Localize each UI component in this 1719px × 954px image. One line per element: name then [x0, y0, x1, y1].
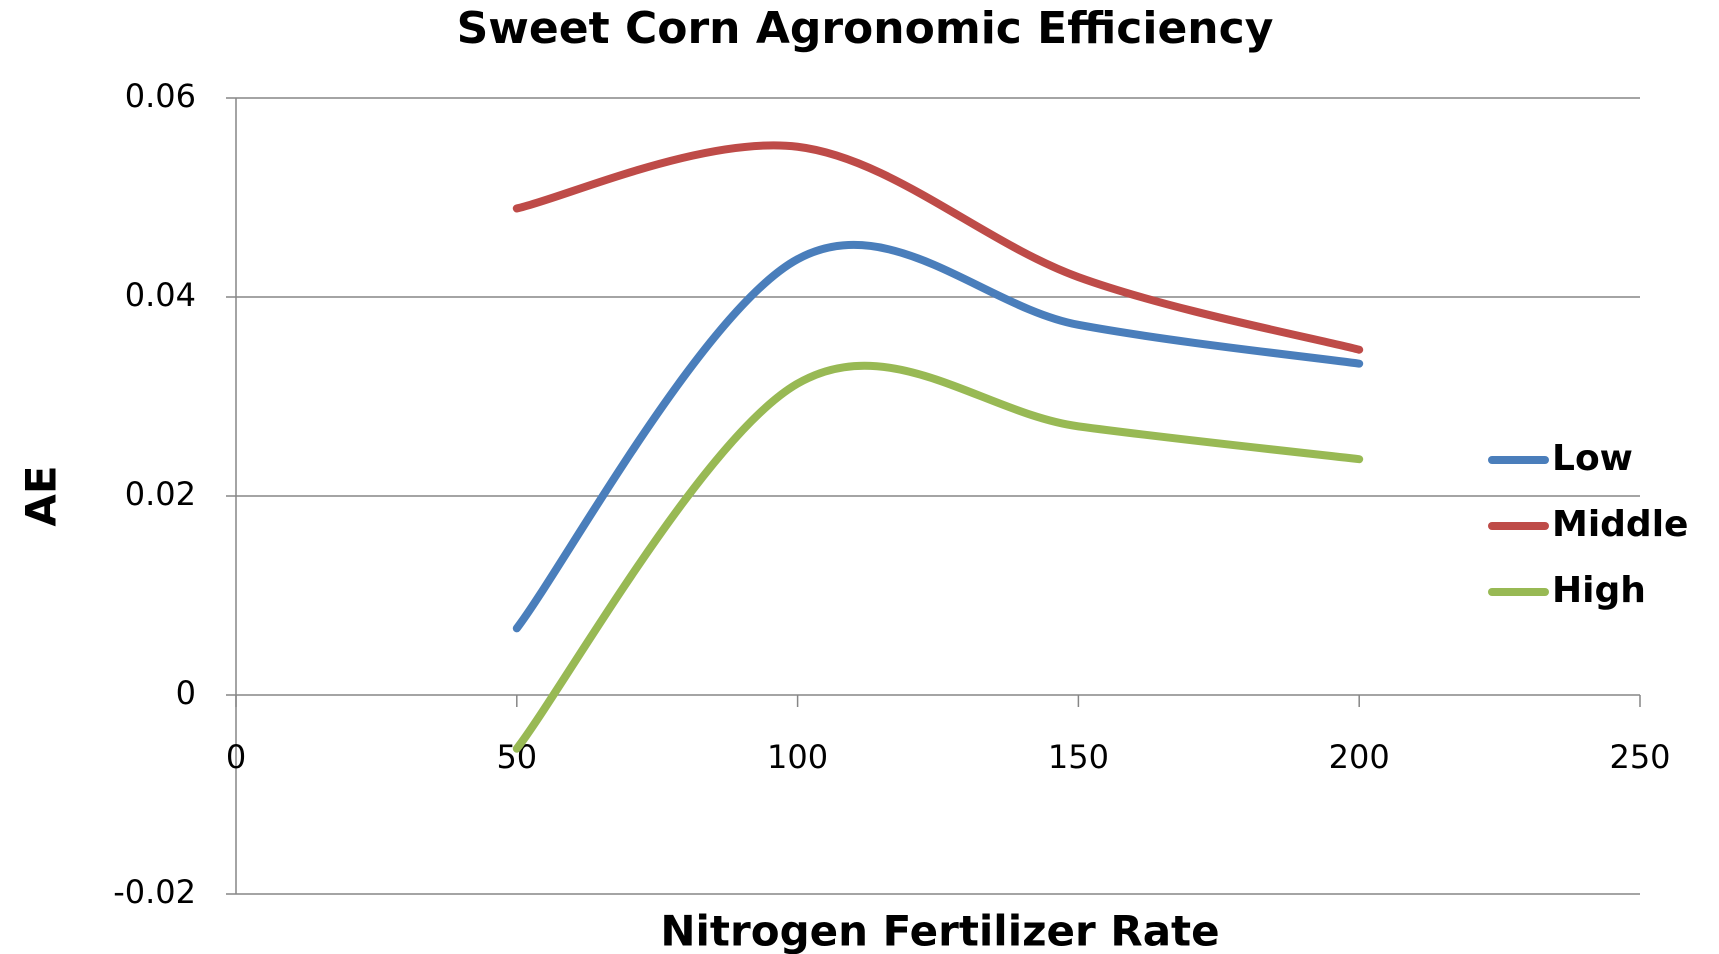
- y-tick-label: -0.02: [113, 873, 196, 911]
- y-tick-label: 0.04: [125, 276, 196, 314]
- series-line: [512, 141, 1364, 354]
- y-tick-label: 0.02: [125, 475, 196, 513]
- chart-title: Sweet Corn Agronomic Efficiency: [457, 3, 1274, 54]
- x-axis-title: Nitrogen Fertilizer Rate: [660, 907, 1219, 954]
- x-tick-label: 150: [1048, 738, 1109, 776]
- x-tick-label: 200: [1329, 738, 1390, 776]
- y-tick-label: 0: [176, 674, 196, 712]
- legend-label: Low: [1552, 438, 1633, 479]
- y-tick-label: 0.06: [125, 77, 196, 115]
- legend-label: High: [1552, 570, 1646, 611]
- x-tick-label: 0: [226, 738, 246, 776]
- series-line: [512, 240, 1364, 633]
- series-line: [512, 361, 1364, 753]
- legend-label: Middle: [1552, 504, 1688, 545]
- x-tick-label: 250: [1609, 738, 1670, 776]
- x-tick-label: 100: [767, 738, 828, 776]
- y-axis-title: AE: [17, 465, 66, 526]
